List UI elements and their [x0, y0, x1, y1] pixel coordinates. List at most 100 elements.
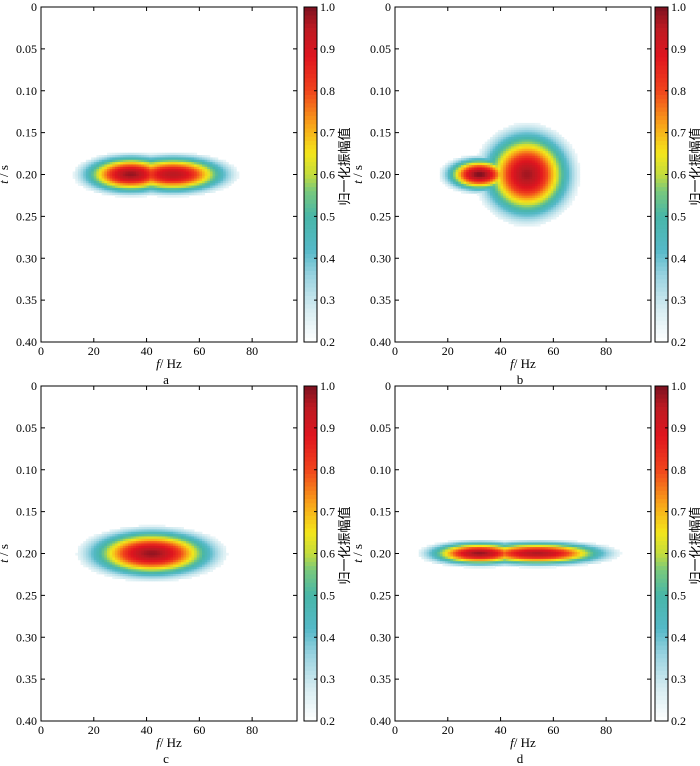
- heatmap-cell: [500, 195, 504, 199]
- heatmap-cell: [524, 129, 528, 133]
- heatmap-cell: [112, 569, 116, 572]
- heatmap-cell: [138, 573, 142, 577]
- heatmap-cell: [455, 556, 459, 560]
- heatmap-cell: [122, 555, 126, 558]
- heatmap-cell: [548, 134, 552, 138]
- heatmap-cell: [484, 144, 488, 147]
- heatmap-cell: [521, 125, 525, 128]
- heatmap-cell: [128, 171, 132, 175]
- heatmap-cell: [590, 556, 594, 560]
- heatmap-cell: [561, 209, 565, 213]
- heatmap-cell: [165, 157, 169, 161]
- heatmap-cell: [180, 552, 184, 556]
- heatmap-cell: [125, 550, 129, 554]
- heatmap-cell: [186, 538, 190, 542]
- heatmap-cell: [524, 193, 528, 196]
- heatmap-cell: [500, 183, 504, 187]
- heatmap-cell: [516, 186, 520, 189]
- heatmap-cell: [209, 536, 213, 540]
- heatmap-cell: [503, 181, 507, 185]
- heatmap-cell: [476, 547, 480, 550]
- heatmap-cell: [143, 162, 147, 165]
- heatmap-cell: [133, 545, 137, 549]
- heatmap-cell: [521, 160, 525, 164]
- heatmap-cell: [471, 565, 475, 569]
- heatmap-cell: [471, 158, 475, 161]
- heatmap-cell: [482, 200, 486, 204]
- heatmap-cell: [474, 160, 478, 164]
- colorbar-segment: [655, 132, 668, 138]
- heatmap-cell: [204, 552, 208, 556]
- heatmap-cell: [555, 542, 560, 546]
- heatmap-cell: [466, 179, 470, 182]
- heatmap-cell: [196, 192, 200, 196]
- heatmap-cell: [590, 554, 594, 557]
- heatmap-cell: [524, 554, 528, 557]
- heatmap-cell: [513, 165, 517, 168]
- heatmap-cell: [492, 551, 496, 555]
- heatmap-cell: [178, 536, 182, 540]
- heatmap-cell: [130, 183, 134, 186]
- heatmap-cell: [112, 157, 116, 161]
- heatmap-cell: [93, 564, 97, 568]
- heatmap-cell: [101, 564, 105, 568]
- heatmap-cell: [542, 155, 546, 159]
- heatmap-cell: [109, 164, 113, 168]
- colorbar-segment: [304, 258, 317, 263]
- heatmap-cell: [540, 181, 544, 185]
- heatmap-cell: [114, 159, 118, 163]
- heatmap-cell: [508, 197, 512, 201]
- heatmap-cell: [418, 554, 422, 557]
- heatmap-cell: [458, 167, 462, 171]
- heatmap-cell: [91, 159, 95, 163]
- heatmap-cell: [611, 547, 615, 550]
- heatmap-cell: [217, 545, 221, 549]
- heatmap-cell: [128, 162, 132, 165]
- heatmap-cell: [157, 159, 161, 163]
- heatmap-cell: [524, 556, 528, 560]
- heatmap-cell: [88, 176, 92, 179]
- colorbar-segment: [655, 490, 668, 496]
- heatmap-cell: [421, 551, 425, 555]
- heatmap-cell: [120, 527, 124, 530]
- heatmap-cell: [474, 176, 478, 180]
- heatmap-cell: [138, 190, 142, 193]
- heatmap-cell: [175, 571, 179, 575]
- heatmap-cell: [80, 173, 84, 177]
- heatmap-cell: [151, 545, 155, 549]
- heatmap-cell: [505, 160, 509, 164]
- heatmap-cell: [204, 536, 208, 540]
- heatmap-cell: [212, 536, 216, 540]
- heatmap-cell: [141, 178, 145, 182]
- colorbar-segment: [304, 86, 317, 92]
- heatmap-cell: [532, 146, 536, 150]
- colorbar-segment: [655, 461, 668, 467]
- heatmap-cell: [561, 181, 565, 185]
- heatmap-cell: [521, 544, 525, 548]
- heatmap-cell: [500, 561, 504, 564]
- heatmap-cell: [521, 153, 525, 157]
- heatmap-cell: [91, 162, 95, 165]
- heatmap-cell: [497, 172, 501, 175]
- heatmap-cell: [495, 160, 499, 164]
- heatmap-cell: [201, 555, 206, 558]
- heatmap-cell: [93, 545, 97, 549]
- heatmap-cell: [524, 565, 528, 569]
- heatmap-cell: [521, 183, 525, 187]
- heatmap-cell: [529, 179, 533, 182]
- heatmap-cell: [91, 548, 95, 551]
- heatmap-cell: [500, 151, 504, 154]
- heatmap-cell: [220, 557, 224, 561]
- colorbar-segment: [304, 19, 317, 25]
- heatmap-cell: [555, 190, 560, 194]
- heatmap-cell: [516, 212, 520, 215]
- heatmap-cell: [503, 212, 507, 215]
- heatmap-cell: [159, 169, 163, 172]
- heatmap-cell: [112, 162, 116, 165]
- heatmap-cell: [458, 186, 462, 189]
- heatmap-cell: [492, 158, 496, 161]
- heatmap-cell: [138, 559, 142, 563]
- y-tick-label: 0.10: [16, 463, 37, 477]
- heatmap-cell: [183, 162, 187, 165]
- heatmap-cell: [519, 563, 523, 567]
